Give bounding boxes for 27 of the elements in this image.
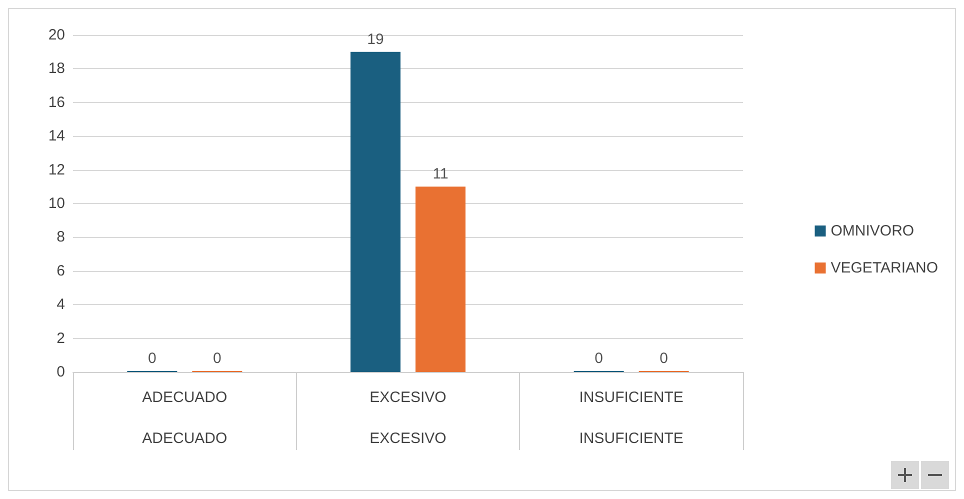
category-label: EXCESIVO: [370, 430, 446, 447]
x-tick-label: ADECUADO: [142, 389, 228, 406]
y-tick-label: 20: [48, 26, 65, 44]
y-tick-label: 14: [48, 128, 65, 145]
data-label: 0: [594, 350, 604, 367]
y-tick-label: 8: [56, 228, 65, 246]
y-tick-label: 18: [48, 60, 65, 78]
data-label: 19: [367, 30, 384, 48]
y-tick-label: 16: [48, 94, 65, 111]
y-tick-label: 10: [48, 195, 65, 212]
data-label: 0: [660, 350, 668, 367]
category-label: ADECUADO: [142, 430, 228, 447]
y-tick-label: 12: [48, 161, 65, 178]
legend-label: OMNIVORO: [830, 222, 914, 240]
y-tick-label: 2: [56, 330, 65, 347]
y-tick-label: 4: [56, 296, 65, 314]
category-label: INSUFICIENTE: [579, 430, 684, 447]
bar: [350, 52, 400, 372]
bar: [416, 186, 466, 372]
y-tick-label: 6: [56, 262, 65, 280]
y-tick-label: 0: [56, 364, 65, 380]
x-tick-label: INSUFICIENTE: [579, 389, 684, 406]
data-label: 11: [432, 166, 448, 183]
data-label: 0: [212, 350, 222, 367]
data-label: 0: [148, 350, 156, 367]
legend-label: VEGETARIANO: [830, 260, 938, 276]
x-tick-label: EXCESIVO: [370, 389, 446, 406]
